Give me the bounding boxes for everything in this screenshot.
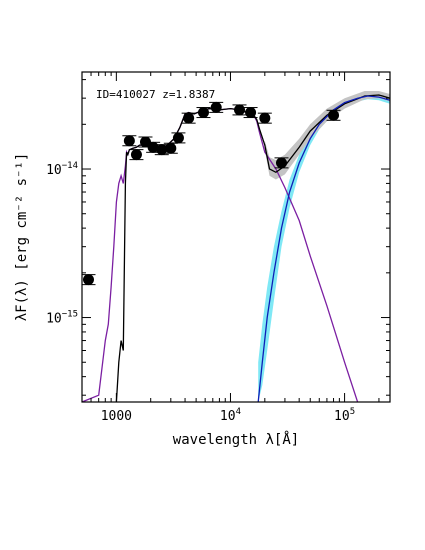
plot-frame [81, 71, 391, 403]
data-point [130, 149, 142, 161]
data-point [210, 101, 222, 113]
chart-annotation: ID=410027 z=1.8387 [96, 88, 215, 101]
data-point [183, 112, 195, 124]
series-line-0 [82, 107, 359, 402]
band-1 [264, 91, 390, 180]
x-tick-label: 105 [334, 407, 355, 424]
data-point [234, 104, 246, 116]
x-tick-label: 1000 [101, 409, 132, 424]
data-point [139, 136, 151, 148]
x-tick-label: 104 [220, 407, 241, 424]
data-point [259, 112, 271, 124]
data-point [172, 132, 184, 144]
series-line-1 [115, 94, 390, 402]
data-point [328, 109, 340, 121]
y-tick-label: 10−14 [46, 161, 78, 178]
data-point [165, 142, 177, 154]
data-point [123, 135, 135, 147]
x-axis-label: wavelength λ[Å] [173, 431, 299, 448]
data-point [156, 144, 168, 156]
data-point [197, 107, 209, 119]
data-point [82, 274, 94, 286]
y-axis-label: λF(λ) [erg cm⁻² s⁻¹] [14, 153, 30, 322]
series-line-2 [257, 95, 390, 402]
data-point [275, 157, 287, 169]
y-tick-label: 10−15 [46, 310, 78, 327]
data-point [245, 107, 257, 119]
